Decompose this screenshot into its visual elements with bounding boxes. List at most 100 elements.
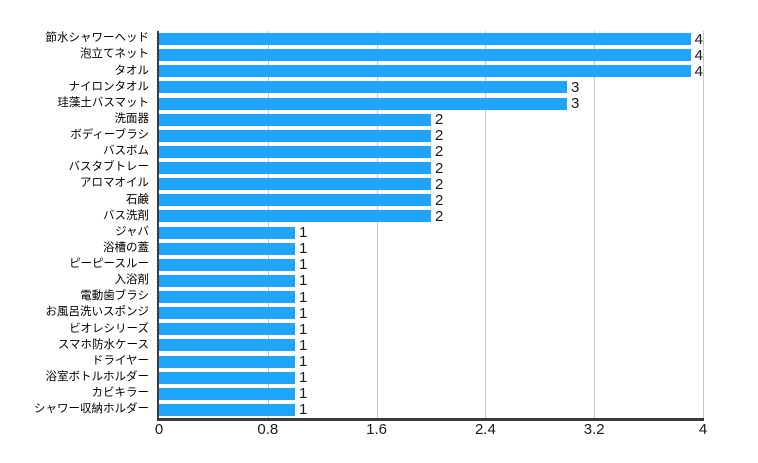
bar bbox=[159, 226, 295, 239]
category-label: 電動歯ブラシ bbox=[80, 290, 149, 303]
x-tick-label: 3.2 bbox=[583, 421, 605, 438]
bar-track: 2 bbox=[159, 128, 703, 143]
bar bbox=[159, 194, 431, 207]
bar bbox=[159, 371, 295, 384]
value-label: 1 bbox=[299, 272, 308, 290]
value-label: 2 bbox=[435, 159, 444, 177]
category-label: ボディーブラシ bbox=[70, 129, 149, 142]
bar bbox=[159, 145, 431, 158]
bar bbox=[159, 97, 567, 110]
bar bbox=[159, 178, 431, 191]
value-label: 1 bbox=[299, 240, 308, 258]
category-label: タオル bbox=[114, 64, 150, 77]
bar-row: 節水シャワーヘッド 4 bbox=[0, 31, 758, 47]
value-label: 4 bbox=[694, 30, 703, 48]
bar-row: お風呂洗いスポンジ 1 bbox=[0, 305, 758, 321]
bar-track: 1 bbox=[159, 322, 703, 337]
category-label: ビオレシリーズ bbox=[69, 322, 149, 335]
bar bbox=[159, 242, 295, 255]
bar-track: 1 bbox=[159, 338, 703, 353]
bar-row: 入浴剤 1 bbox=[0, 273, 758, 289]
category-label: カビキラー bbox=[91, 387, 150, 400]
category-label: 洗面器 bbox=[114, 112, 150, 125]
value-label: 3 bbox=[571, 95, 580, 113]
x-tick-label: 2.4 bbox=[474, 421, 496, 438]
bar-rows: 節水シャワーヘッド 4 泡立てネット 4 タオル 4 ナイロンタオル 3 珪藻土… bbox=[0, 31, 758, 418]
bar-track: 2 bbox=[159, 112, 703, 127]
category-label: アロマオイル bbox=[80, 177, 149, 190]
bar-row: 浴室ボトルホルダー 1 bbox=[0, 370, 758, 386]
category-label: 浴槽の蓋 bbox=[103, 241, 149, 254]
value-label: 4 bbox=[694, 62, 703, 80]
bar-track: 1 bbox=[159, 354, 703, 369]
value-label: 2 bbox=[435, 175, 444, 193]
gridline bbox=[267, 31, 269, 418]
gridline bbox=[703, 31, 704, 418]
category-label: お風呂洗いスポンジ bbox=[45, 306, 150, 319]
bar bbox=[159, 162, 431, 175]
x-tick-label: 1.6 bbox=[366, 421, 388, 438]
gridline bbox=[485, 31, 487, 418]
value-label: 4 bbox=[694, 46, 703, 64]
bar bbox=[159, 258, 295, 271]
bar-row: ボディーブラシ 2 bbox=[0, 128, 758, 144]
bar bbox=[159, 65, 691, 78]
bar bbox=[159, 81, 567, 94]
bar-row: ナイロンタオル 3 bbox=[0, 79, 758, 95]
value-label: 2 bbox=[435, 111, 444, 129]
bar-track: 4 bbox=[159, 48, 703, 63]
bar-row: スマホ防水ケース 1 bbox=[0, 337, 758, 353]
bar-track: 1 bbox=[159, 273, 703, 288]
bar bbox=[159, 210, 431, 223]
bar bbox=[159, 339, 295, 352]
bar-row: 石鹸 2 bbox=[0, 192, 758, 208]
bar bbox=[159, 323, 295, 336]
bar-row: ピーピースルー 1 bbox=[0, 257, 758, 273]
x-axis-line bbox=[157, 418, 704, 421]
value-label: 1 bbox=[299, 256, 308, 274]
category-label: 入浴剤 bbox=[114, 274, 150, 287]
bar bbox=[159, 33, 691, 46]
category-label: ピーピースルー bbox=[69, 258, 149, 271]
value-label: 2 bbox=[435, 191, 444, 209]
bar-row: ビオレシリーズ 1 bbox=[0, 321, 758, 337]
value-label: 1 bbox=[299, 224, 308, 242]
category-label: 浴室ボトルホルダー bbox=[45, 370, 150, 383]
bar-row: 浴槽の蓋 1 bbox=[0, 241, 758, 257]
bar-row: ジャバ 1 bbox=[0, 225, 758, 241]
bar-track: 3 bbox=[159, 96, 703, 111]
category-label: スマホ防水ケース bbox=[57, 338, 149, 351]
gridline bbox=[594, 31, 596, 418]
bar-track: 1 bbox=[159, 370, 703, 385]
bar-track: 1 bbox=[159, 386, 703, 401]
bar-row: ドライヤー 1 bbox=[0, 354, 758, 370]
x-tick-label: 4 bbox=[698, 421, 708, 438]
bar-row: カビキラー 1 bbox=[0, 386, 758, 402]
bar-row: バスボム 2 bbox=[0, 144, 758, 160]
value-label: 1 bbox=[299, 369, 308, 387]
value-label: 3 bbox=[571, 78, 580, 96]
bar-row: 洗面器 2 bbox=[0, 112, 758, 128]
bar-row: シャワー収納ホルダー 1 bbox=[0, 402, 758, 418]
bar-row: タオル 4 bbox=[0, 63, 758, 79]
x-tick-label: 0 bbox=[154, 421, 164, 438]
value-label: 1 bbox=[299, 304, 308, 322]
value-label: 2 bbox=[435, 143, 444, 161]
gridline bbox=[376, 31, 378, 418]
bar-track: 2 bbox=[159, 144, 703, 159]
category-label: 泡立てネット bbox=[80, 48, 149, 61]
bar bbox=[159, 129, 431, 142]
category-label: 石鹸 bbox=[126, 193, 149, 206]
bar bbox=[159, 307, 295, 320]
bar bbox=[159, 274, 295, 287]
bar-track: 3 bbox=[159, 80, 703, 95]
bar-track: 1 bbox=[159, 257, 703, 272]
category-label: ナイロンタオル bbox=[68, 80, 150, 93]
bar bbox=[159, 113, 431, 126]
value-label: 1 bbox=[299, 320, 308, 338]
bar-track: 2 bbox=[159, 193, 703, 208]
bar bbox=[159, 49, 691, 62]
x-tick-label: 0.8 bbox=[257, 421, 279, 438]
value-label: 1 bbox=[299, 288, 308, 306]
